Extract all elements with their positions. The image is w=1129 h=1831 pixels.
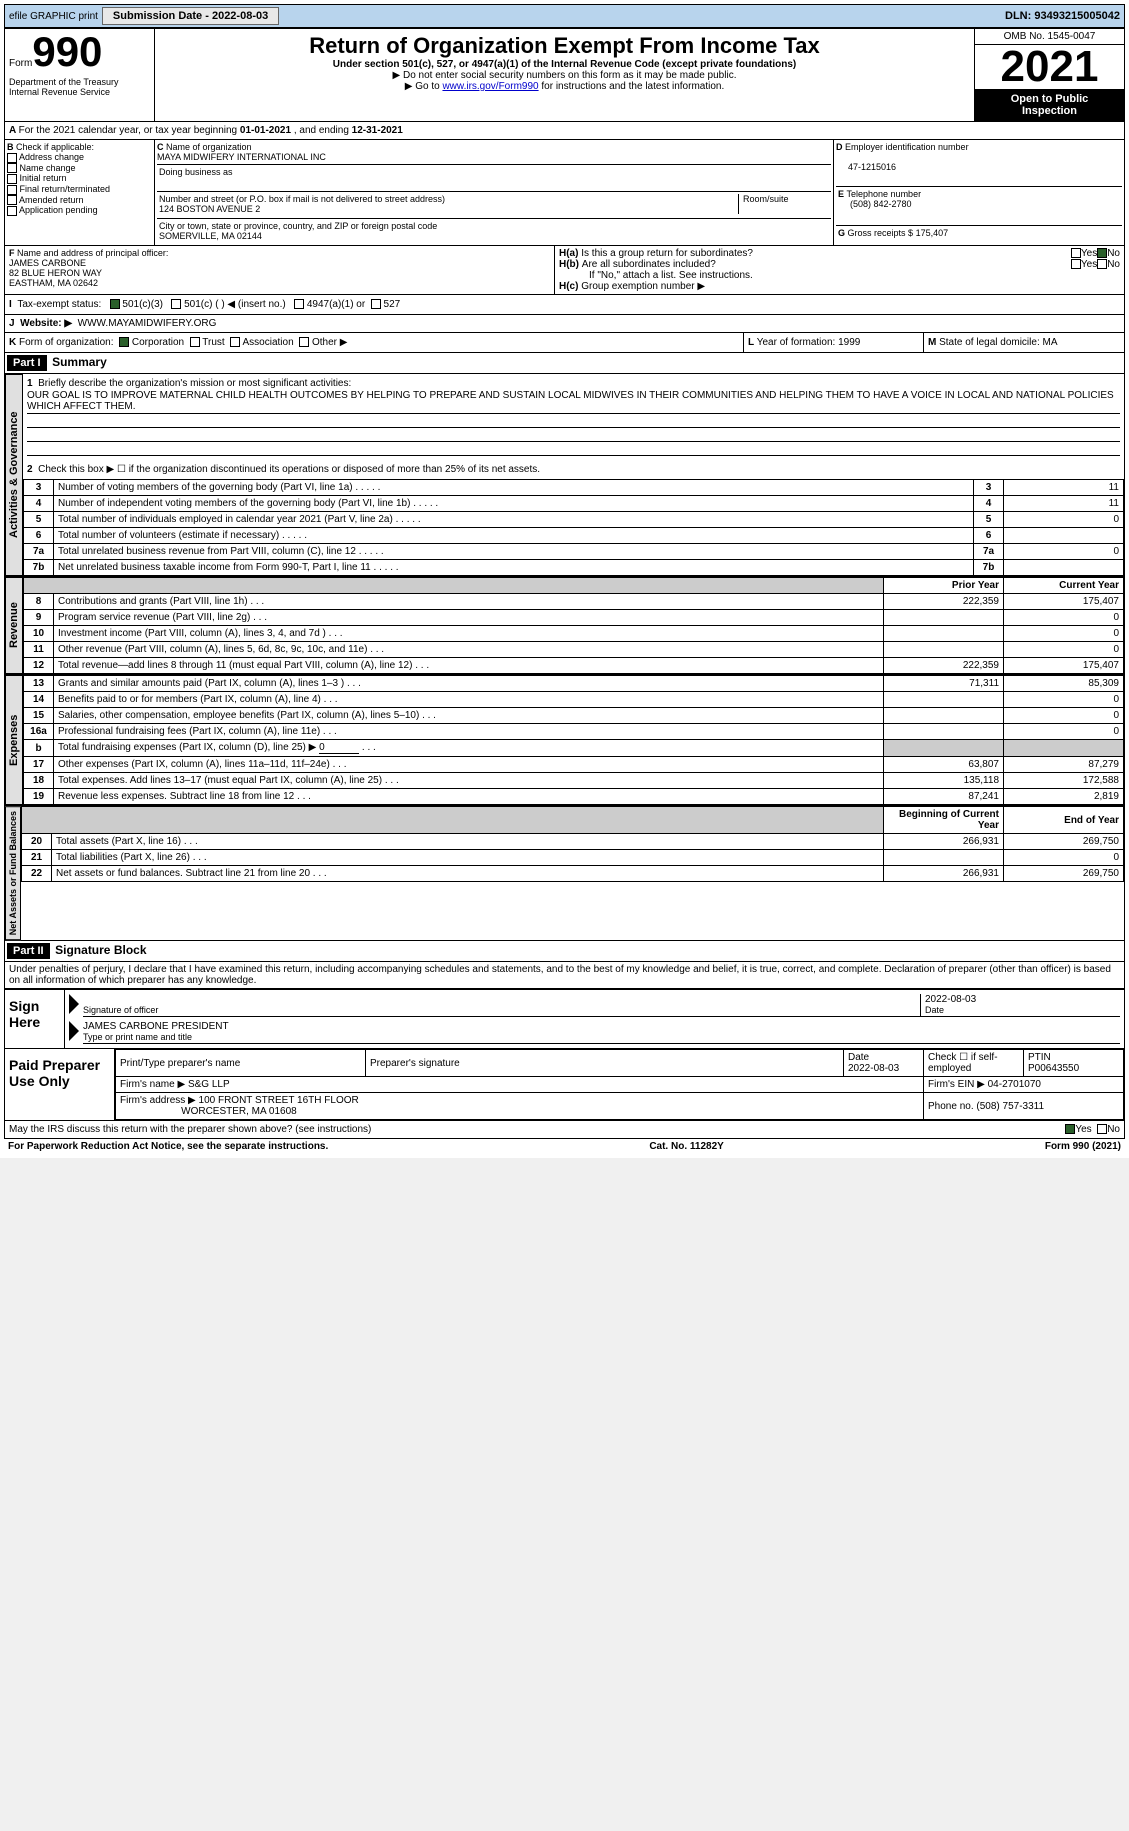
part-i-revenue: Revenue Prior YearCurrent Year 8Contribu… — [4, 577, 1125, 675]
part-i-netassets: Net Assets or Fund Balances Beginning of… — [4, 806, 1125, 941]
501c3-check[interactable] — [110, 299, 120, 309]
officer-name: JAMES CARBONE — [9, 258, 86, 268]
vert-gov: Activities & Governance — [5, 374, 23, 576]
section-j: J Website: ▶ WWW.MAYAMIDWIFERY.ORG — [4, 315, 1125, 333]
form-header: Form990 Department of the TreasuryIntern… — [4, 28, 1125, 122]
firm-ein: 04-2701070 — [988, 1079, 1041, 1090]
year-box: OMB No. 1545-0047 2021 Open to PublicIns… — [974, 29, 1124, 121]
form-number: 990 — [32, 28, 102, 75]
app-pending-check[interactable] — [7, 206, 17, 216]
firm-name: S&G LLP — [188, 1079, 230, 1090]
paid-preparer-block: Paid Preparer Use Only Print/Type prepar… — [4, 1049, 1125, 1121]
street-addr: 124 BOSTON AVENUE 2 — [159, 204, 260, 214]
form990-link[interactable]: www.irs.gov/Form990 — [442, 81, 538, 92]
section-deg: D Employer identification number 47-1215… — [834, 140, 1124, 245]
tax-year: 2021 — [975, 45, 1124, 89]
other-check[interactable] — [299, 337, 309, 347]
section-klm: K Form of organization: Corporation Trus… — [4, 333, 1125, 353]
part-ii-header: Part II Signature Block — [4, 941, 1125, 962]
mission-text: OUR GOAL IS TO IMPROVE MATERNAL CHILD HE… — [27, 389, 1120, 414]
main-title: Return of Organization Exempt From Incom… — [159, 33, 970, 59]
4947-check[interactable] — [294, 299, 304, 309]
section-h: H(a) Is this a group return for subordin… — [555, 246, 1124, 294]
expense-table: 13Grants and similar amounts paid (Part … — [23, 675, 1124, 805]
section-a: A For the 2021 calendar year, or tax yea… — [4, 122, 1125, 140]
form-id-box: Form990 Department of the TreasuryIntern… — [5, 29, 155, 121]
sub1: Under section 501(c), 527, or 4947(a)(1)… — [159, 59, 970, 70]
hb-no[interactable] — [1097, 259, 1107, 269]
prep-date: 2022-08-03 — [848, 1063, 899, 1074]
discuss-yes-check[interactable] — [1065, 1124, 1075, 1134]
section-b: B Check if applicable: Address change Na… — [5, 140, 155, 245]
website-url: WWW.MAYAMIDWIFERY.ORG — [78, 318, 217, 329]
part-i-governance: Activities & Governance 1 Briefly descri… — [4, 374, 1125, 577]
sign-here-label: Sign Here — [5, 990, 65, 1048]
efile-label: efile GRAPHIC print — [9, 11, 98, 22]
assoc-check[interactable] — [230, 337, 240, 347]
governance-table: 3Number of voting members of the governi… — [23, 479, 1124, 576]
sub3: ▶ Go to www.irs.gov/Form990 for instruct… — [159, 81, 970, 92]
sign-here-block: Sign Here Signature of officer 2022-08-0… — [4, 989, 1125, 1049]
top-bar: efile GRAPHIC print Submission Date - 20… — [4, 4, 1125, 28]
501c-check[interactable] — [171, 299, 181, 309]
section-i: I Tax-exempt status: 501(c)(3) 501(c) ( … — [4, 295, 1125, 315]
submission-label: Submission Date - — [113, 10, 212, 22]
final-return-check[interactable] — [7, 185, 17, 195]
page-footer: For Paperwork Reduction Act Notice, see … — [4, 1139, 1125, 1154]
netassets-table: Beginning of Current YearEnd of Year 20T… — [21, 806, 1124, 882]
year-formed: 1999 — [838, 337, 860, 348]
corp-check[interactable] — [119, 337, 129, 347]
org-name: MAYA MIDWIFERY INTERNATIONAL INC — [157, 152, 326, 162]
discuss-block: May the IRS discuss this return with the… — [4, 1121, 1125, 1139]
part-i-expenses: Expenses 13Grants and similar amounts pa… — [4, 675, 1125, 806]
dept-label: Department of the TreasuryInternal Reven… — [9, 77, 150, 97]
hb-yes[interactable] — [1071, 259, 1081, 269]
sig-date: 2022-08-03 — [925, 994, 976, 1005]
part-i-header: Part I Summary — [4, 353, 1125, 374]
name-change-check[interactable] — [7, 163, 17, 173]
vert-rev: Revenue — [5, 577, 23, 674]
paid-prep-label: Paid Preparer Use Only — [5, 1049, 115, 1120]
initial-return-check[interactable] — [7, 174, 17, 184]
vert-exp: Expenses — [5, 675, 23, 805]
officer-printed-name: JAMES CARBONE PRESIDENT — [83, 1021, 229, 1032]
firm-addr: 100 FRONT STREET 16TH FLOOR — [199, 1095, 359, 1106]
arrow-icon — [69, 1021, 79, 1041]
section-fh: F Name and address of principal officer:… — [4, 246, 1125, 295]
state-domicile: MA — [1043, 337, 1058, 348]
section-f: F Name and address of principal officer:… — [5, 246, 555, 294]
ha-no[interactable] — [1097, 248, 1107, 258]
submission-date: 2022-08-03 — [212, 10, 268, 22]
vert-net: Net Assets or Fund Balances — [5, 806, 21, 940]
ein: 47-1215016 — [836, 162, 896, 172]
title-box: Return of Organization Exempt From Incom… — [155, 29, 974, 121]
submission-date-button[interactable]: Submission Date - 2022-08-03 — [102, 7, 279, 25]
revenue-table: Prior YearCurrent Year 8Contributions an… — [23, 577, 1124, 674]
phone: (508) 842-2780 — [838, 199, 912, 209]
section-c: C Name of organization MAYA MIDWIFERY IN… — [155, 140, 834, 245]
gross-receipts: 175,407 — [916, 228, 949, 238]
city-state-zip: SOMERVILLE, MA 02144 — [159, 231, 262, 241]
dln-label: DLN: 93493215005042 — [1005, 10, 1120, 22]
form-word: Form — [9, 58, 32, 69]
arrow-icon — [69, 994, 79, 1014]
perjury-text: Under penalties of perjury, I declare th… — [4, 962, 1125, 989]
inspection-label: Open to PublicInspection — [975, 89, 1124, 121]
amended-check[interactable] — [7, 195, 17, 205]
section-bcdefg: B Check if applicable: Address change Na… — [4, 140, 1125, 246]
discuss-no-check[interactable] — [1097, 1124, 1107, 1134]
trust-check[interactable] — [190, 337, 200, 347]
527-check[interactable] — [371, 299, 381, 309]
ha-yes[interactable] — [1071, 248, 1081, 258]
firm-phone: (508) 757-3311 — [976, 1101, 1044, 1112]
addr-change-check[interactable] — [7, 153, 17, 163]
sub2: ▶ Do not enter social security numbers o… — [159, 70, 970, 81]
ptin: P00643550 — [1028, 1063, 1079, 1074]
